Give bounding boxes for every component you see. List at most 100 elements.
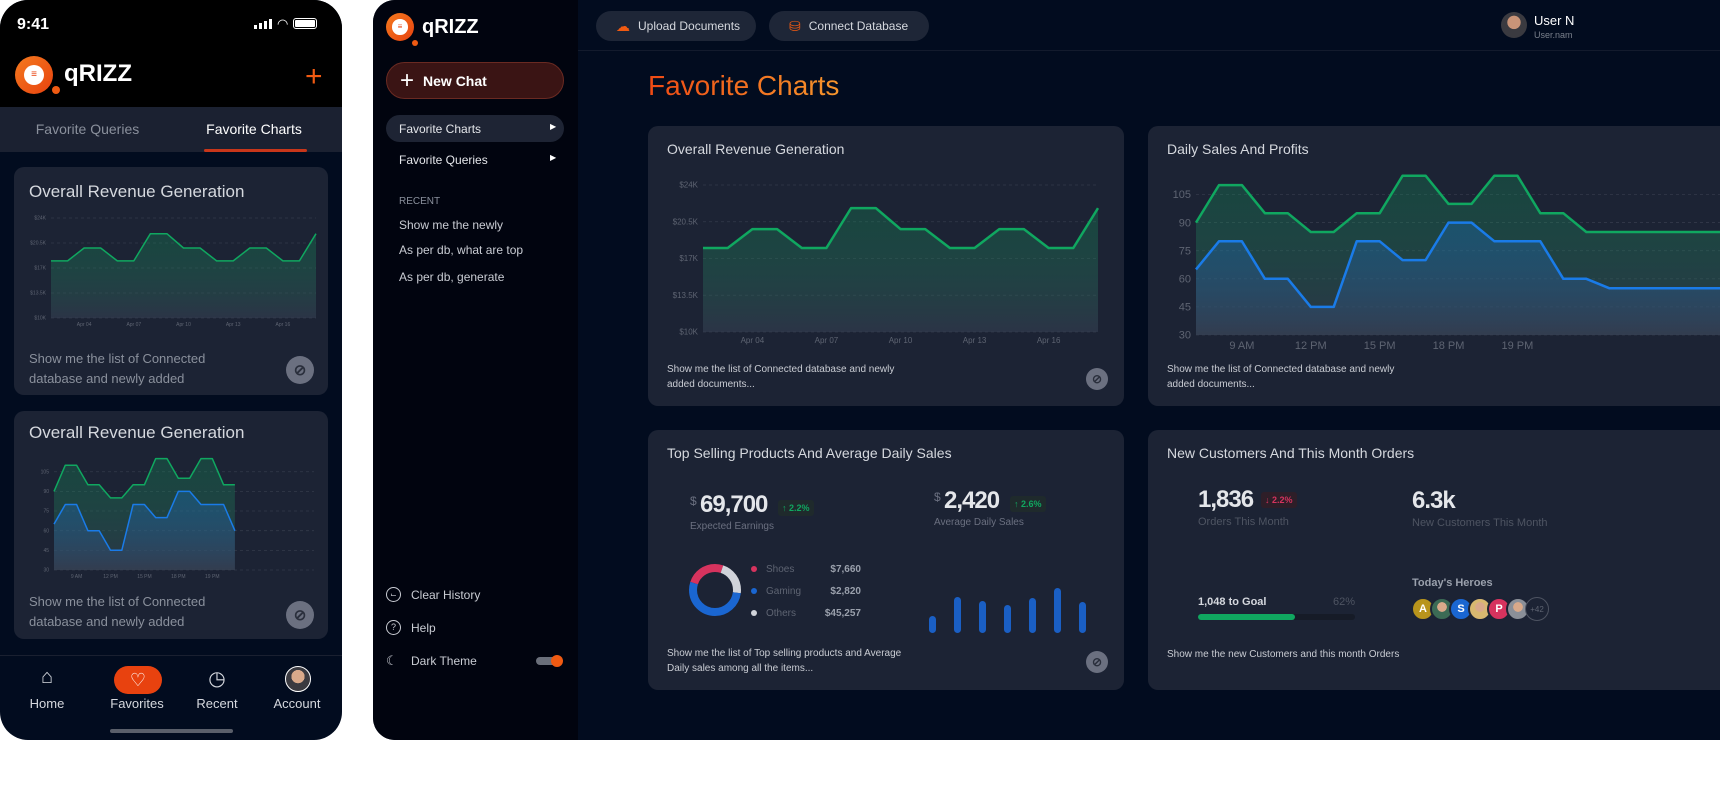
y-tick-label: $20.5K (30, 241, 47, 247)
new-chat-button[interactable]: + New Chat (386, 62, 564, 99)
active-tab-indicator (204, 149, 307, 152)
plus-icon[interactable]: + (305, 60, 323, 93)
legend-name: Shoes (766, 563, 795, 575)
x-tick-label: 15 PM (1364, 340, 1396, 351)
revenue-chart-card[interactable]: Overall Revenue Generation $10K $13.5K $17… (648, 126, 1124, 406)
series-area (54, 491, 235, 570)
bar (1004, 605, 1011, 633)
daily-sales-card[interactable]: Daily Sales And Profits 30 45 60 75 90 105 9 A… (1148, 126, 1720, 406)
tab-favorite-charts[interactable]: Favorite Charts (206, 121, 302, 137)
label: Clear History (411, 587, 481, 602)
hero-avatar[interactable] (1430, 597, 1454, 621)
clear-history-button[interactable]: ⌙ Clear History (386, 587, 480, 602)
legend-value: $7,660 (830, 563, 861, 575)
currency-symbol: $ (690, 494, 697, 508)
bar (929, 616, 936, 633)
currency-symbol: $ (934, 490, 941, 504)
product-donut-chart (688, 563, 742, 617)
app-logo: ≡ (386, 13, 414, 41)
plus-icon: + (400, 66, 415, 94)
donut-slice-others (689, 564, 741, 616)
expected-earnings-label: Expected Earnings (690, 521, 774, 532)
customers-card[interactable]: New Customers And This Month Orders 1,83… (1148, 430, 1720, 690)
unpin-icon[interactable]: ⊘ (1086, 651, 1108, 673)
sidebar-item-label: Favorite Charts (399, 122, 482, 136)
desc-line: added documents... (1167, 379, 1255, 390)
desc-line: Daily sales among all the items... (667, 663, 814, 674)
nav-recent[interactable]: ◷ Recent (177, 666, 257, 711)
bottom-nav: ⌂ Home ♡ Favorites ◷ Recent Account (0, 655, 342, 740)
y-tick-label: $17K (679, 254, 698, 263)
clock-icon: ◷ (208, 668, 226, 690)
heroes-avatars: A S P +42 (1411, 597, 1549, 621)
recent-item[interactable]: As per db, generate (399, 270, 505, 284)
unpin-icon[interactable]: ⊘ (286, 356, 314, 384)
bar (1054, 588, 1061, 633)
earnings-change-badge: ↑ 2.2% (778, 500, 814, 516)
card-title: Overall Revenue Generation (29, 423, 245, 442)
connect-database-button[interactable]: ⛁ Connect Database (769, 11, 929, 41)
sidebar-item-label: Favorite Queries (399, 153, 488, 167)
card-description: Show me the list of Connected database an… (29, 592, 205, 632)
bar (954, 597, 961, 633)
recent-item[interactable]: Show me the newly (399, 218, 504, 232)
nav-home[interactable]: ⌂ Home (7, 666, 87, 711)
nav-favorites[interactable]: ♡ Favorites (97, 666, 177, 711)
database-icon: ⛁ (789, 17, 801, 34)
status-time: 9:41 (17, 16, 50, 33)
y-tick-label: 30 (1179, 330, 1191, 342)
y-tick-label: $24K (34, 216, 46, 222)
orders-value: 1,836 (1198, 486, 1254, 513)
desktop-app: ≡ qRIZZ + New Chat Favorite Charts ▶ Favor… (373, 0, 1720, 740)
y-tick-label: 30 (43, 568, 49, 574)
unpin-icon[interactable]: ⊘ (1086, 368, 1108, 390)
sidebar-item-favorite-queries[interactable]: Favorite Queries ▶ (386, 146, 564, 173)
heart-icon: ♡ (114, 666, 162, 694)
dark-theme-toggle[interactable] (536, 655, 563, 667)
user-avatar[interactable] (1501, 12, 1527, 38)
x-tick-label: Apr 10 (889, 336, 913, 345)
upload-documents-button[interactable]: ☁ Upload Documents (596, 11, 756, 41)
donut-legend: Shoes $7,660 Gaming $2,820 Others $45,257 (751, 558, 861, 624)
nav-account[interactable]: Account (257, 666, 337, 711)
label: Connect Database (808, 19, 909, 33)
unpin-icon[interactable]: ⊘ (286, 601, 314, 629)
avg-daily-sales-value: 2,420 (944, 487, 1000, 514)
chevron-right-icon: ▶ (550, 122, 557, 131)
clock-icon: ⌙ (386, 587, 401, 602)
change-value: 2.6% (1021, 499, 1042, 509)
page-title: Favorite Charts (648, 70, 840, 101)
status-icons: ◠ (254, 17, 318, 30)
y-tick-label: 60 (43, 528, 49, 534)
change-value: 2.2% (1272, 495, 1293, 505)
y-tick-label: 45 (1179, 302, 1191, 314)
mobile-tabs: Favorite Queries Favorite Charts (0, 107, 342, 152)
x-tick-label: 18 PM (1433, 340, 1465, 351)
x-tick-label: Apr 04 (77, 322, 92, 328)
goal-percent: 62% (1333, 596, 1356, 608)
daily-chart-mobile: 30 45 60 75 90 105 9 AM 12 PM 15 PM 18 PM 19 PM (41, 457, 314, 580)
home-indicator (110, 729, 233, 733)
mobile-chart-card[interactable]: Overall Revenue Generation $10K $13.5K $17… (14, 167, 328, 395)
logo-dot (52, 86, 60, 94)
header-divider (578, 50, 1720, 51)
y-tick-label: 105 (1173, 189, 1191, 201)
recent-item[interactable]: As per db, what are top (399, 243, 524, 257)
mobile-chart-card[interactable]: Overall Revenue Generation 30 45 60 75 90 105… (14, 411, 328, 639)
help-button[interactable]: ? Help (386, 620, 436, 635)
change-value: 2.2% (789, 503, 810, 513)
sidebar-item-favorite-charts[interactable]: Favorite Charts ▶ (386, 115, 564, 142)
nav-label: Recent (196, 696, 238, 711)
daily-sales-bar-chart (929, 588, 1086, 633)
daily-sales-chart: 30 45 60 75 90 105 9 AM 12 PM 15 PM 18 PM 19 PM (1173, 174, 1720, 351)
y-tick-label: 75 (1179, 245, 1191, 257)
top-selling-card[interactable]: Top Selling Products And Average Daily S… (648, 430, 1124, 690)
more-heroes-badge[interactable]: +42 (1525, 597, 1549, 621)
tab-favorite-queries[interactable]: Favorite Queries (35, 121, 140, 137)
y-tick-label: $13.5K (673, 291, 699, 300)
legend-item: Gaming $2,820 (751, 580, 861, 602)
y-tick-label: 90 (1179, 217, 1191, 229)
orders-change-badge: ↓ 2.2% (1261, 492, 1297, 508)
desc-line: Show me the list of Connected (29, 594, 206, 609)
x-tick-label: 9 AM (71, 574, 82, 580)
